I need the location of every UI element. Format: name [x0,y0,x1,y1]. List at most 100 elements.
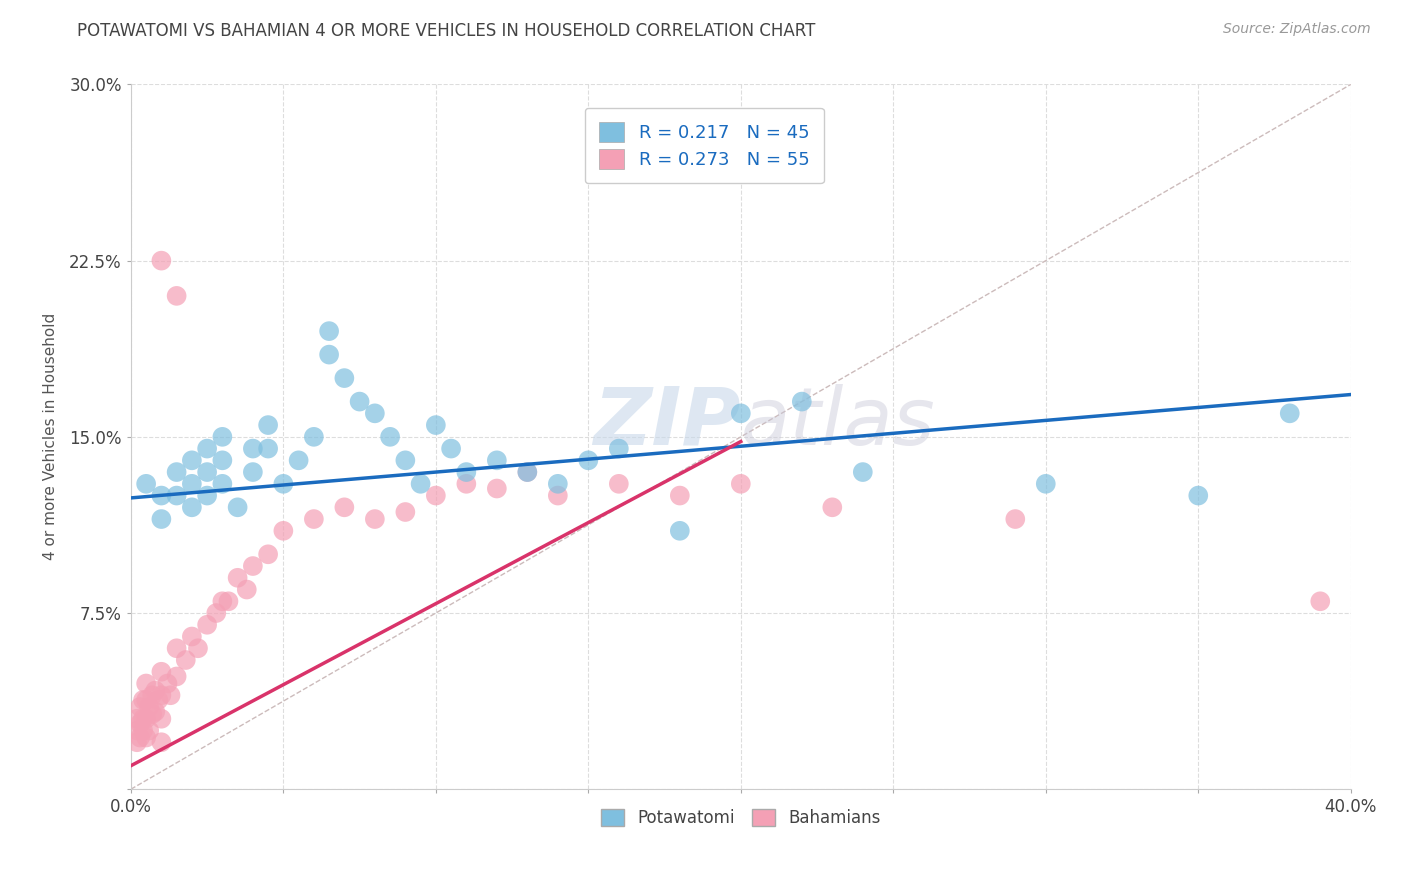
Point [132,693,155,707]
Point [242,465,264,479]
Point [141,706,163,721]
Point [129,731,152,745]
Point [180,500,202,515]
Point [141,688,163,702]
Point [135,693,157,707]
Point [211,453,233,467]
Point [166,641,188,656]
Point [273,524,295,538]
Point [318,348,340,362]
Point [150,688,173,702]
Point [205,606,228,620]
Point [195,442,218,456]
Point [1278,406,1301,420]
Point [150,735,173,749]
Point [226,571,249,585]
Point [1309,594,1331,608]
Point [333,371,356,385]
Point [138,700,160,714]
Point [607,476,630,491]
Point [485,453,508,467]
Point [242,442,264,456]
Point [180,453,202,467]
Point [516,465,538,479]
Point [1187,489,1209,503]
Point [166,489,188,503]
Point [150,512,173,526]
Point [821,500,844,515]
Point [211,594,233,608]
Point [364,406,387,420]
Text: ZIP: ZIP [593,384,741,462]
Point [456,476,478,491]
Point [148,693,170,707]
Point [217,594,239,608]
Point [236,582,259,597]
Point [287,453,309,467]
Point [195,465,218,479]
Point [425,418,447,433]
Point [135,476,157,491]
Point [364,512,387,526]
Point [456,465,478,479]
Point [394,505,416,519]
Text: Source: ZipAtlas.com: Source: ZipAtlas.com [1223,22,1371,37]
Text: POTAWATOMI VS BAHAMIAN 4 OR MORE VEHICLES IN HOUSEHOLD CORRELATION CHART: POTAWATOMI VS BAHAMIAN 4 OR MORE VEHICLE… [77,22,815,40]
Point [547,489,569,503]
Point [159,688,181,702]
Legend: Potawatomi, Bahamians: Potawatomi, Bahamians [595,802,887,834]
Point [138,723,160,738]
Point [669,489,692,503]
Point [257,442,280,456]
Point [125,735,148,749]
Point [174,653,197,667]
Point [730,476,752,491]
Point [257,418,280,433]
Point [242,559,264,574]
Point [195,489,218,503]
Point [195,617,218,632]
Point [318,324,340,338]
Point [125,712,148,726]
Point [143,705,166,719]
Point [852,465,875,479]
Point [790,394,813,409]
Point [302,430,325,444]
Point [394,453,416,467]
Point [349,394,371,409]
Point [143,683,166,698]
Point [166,465,188,479]
Point [409,476,432,491]
Point [440,442,463,456]
Point [302,512,325,526]
Point [1004,512,1026,526]
Point [333,500,356,515]
Point [150,253,173,268]
Point [669,524,692,538]
Point [135,712,157,726]
Point [547,476,569,491]
Point [607,442,630,456]
Point [425,489,447,503]
Point [150,665,173,679]
Point [273,476,295,491]
Text: atlas: atlas [741,384,935,462]
Point [132,712,155,726]
Point [125,723,148,738]
Point [576,453,599,467]
Point [129,716,152,731]
Point [1035,476,1057,491]
Y-axis label: 4 or more Vehicles in Household: 4 or more Vehicles in Household [44,313,58,560]
Point [156,676,179,690]
Point [132,723,155,738]
Point [378,430,401,444]
Point [129,700,152,714]
Point [135,731,157,745]
Point [180,630,202,644]
Point [166,669,188,683]
Point [730,406,752,420]
Point [257,547,280,561]
Point [211,430,233,444]
Point [150,712,173,726]
Point [485,482,508,496]
